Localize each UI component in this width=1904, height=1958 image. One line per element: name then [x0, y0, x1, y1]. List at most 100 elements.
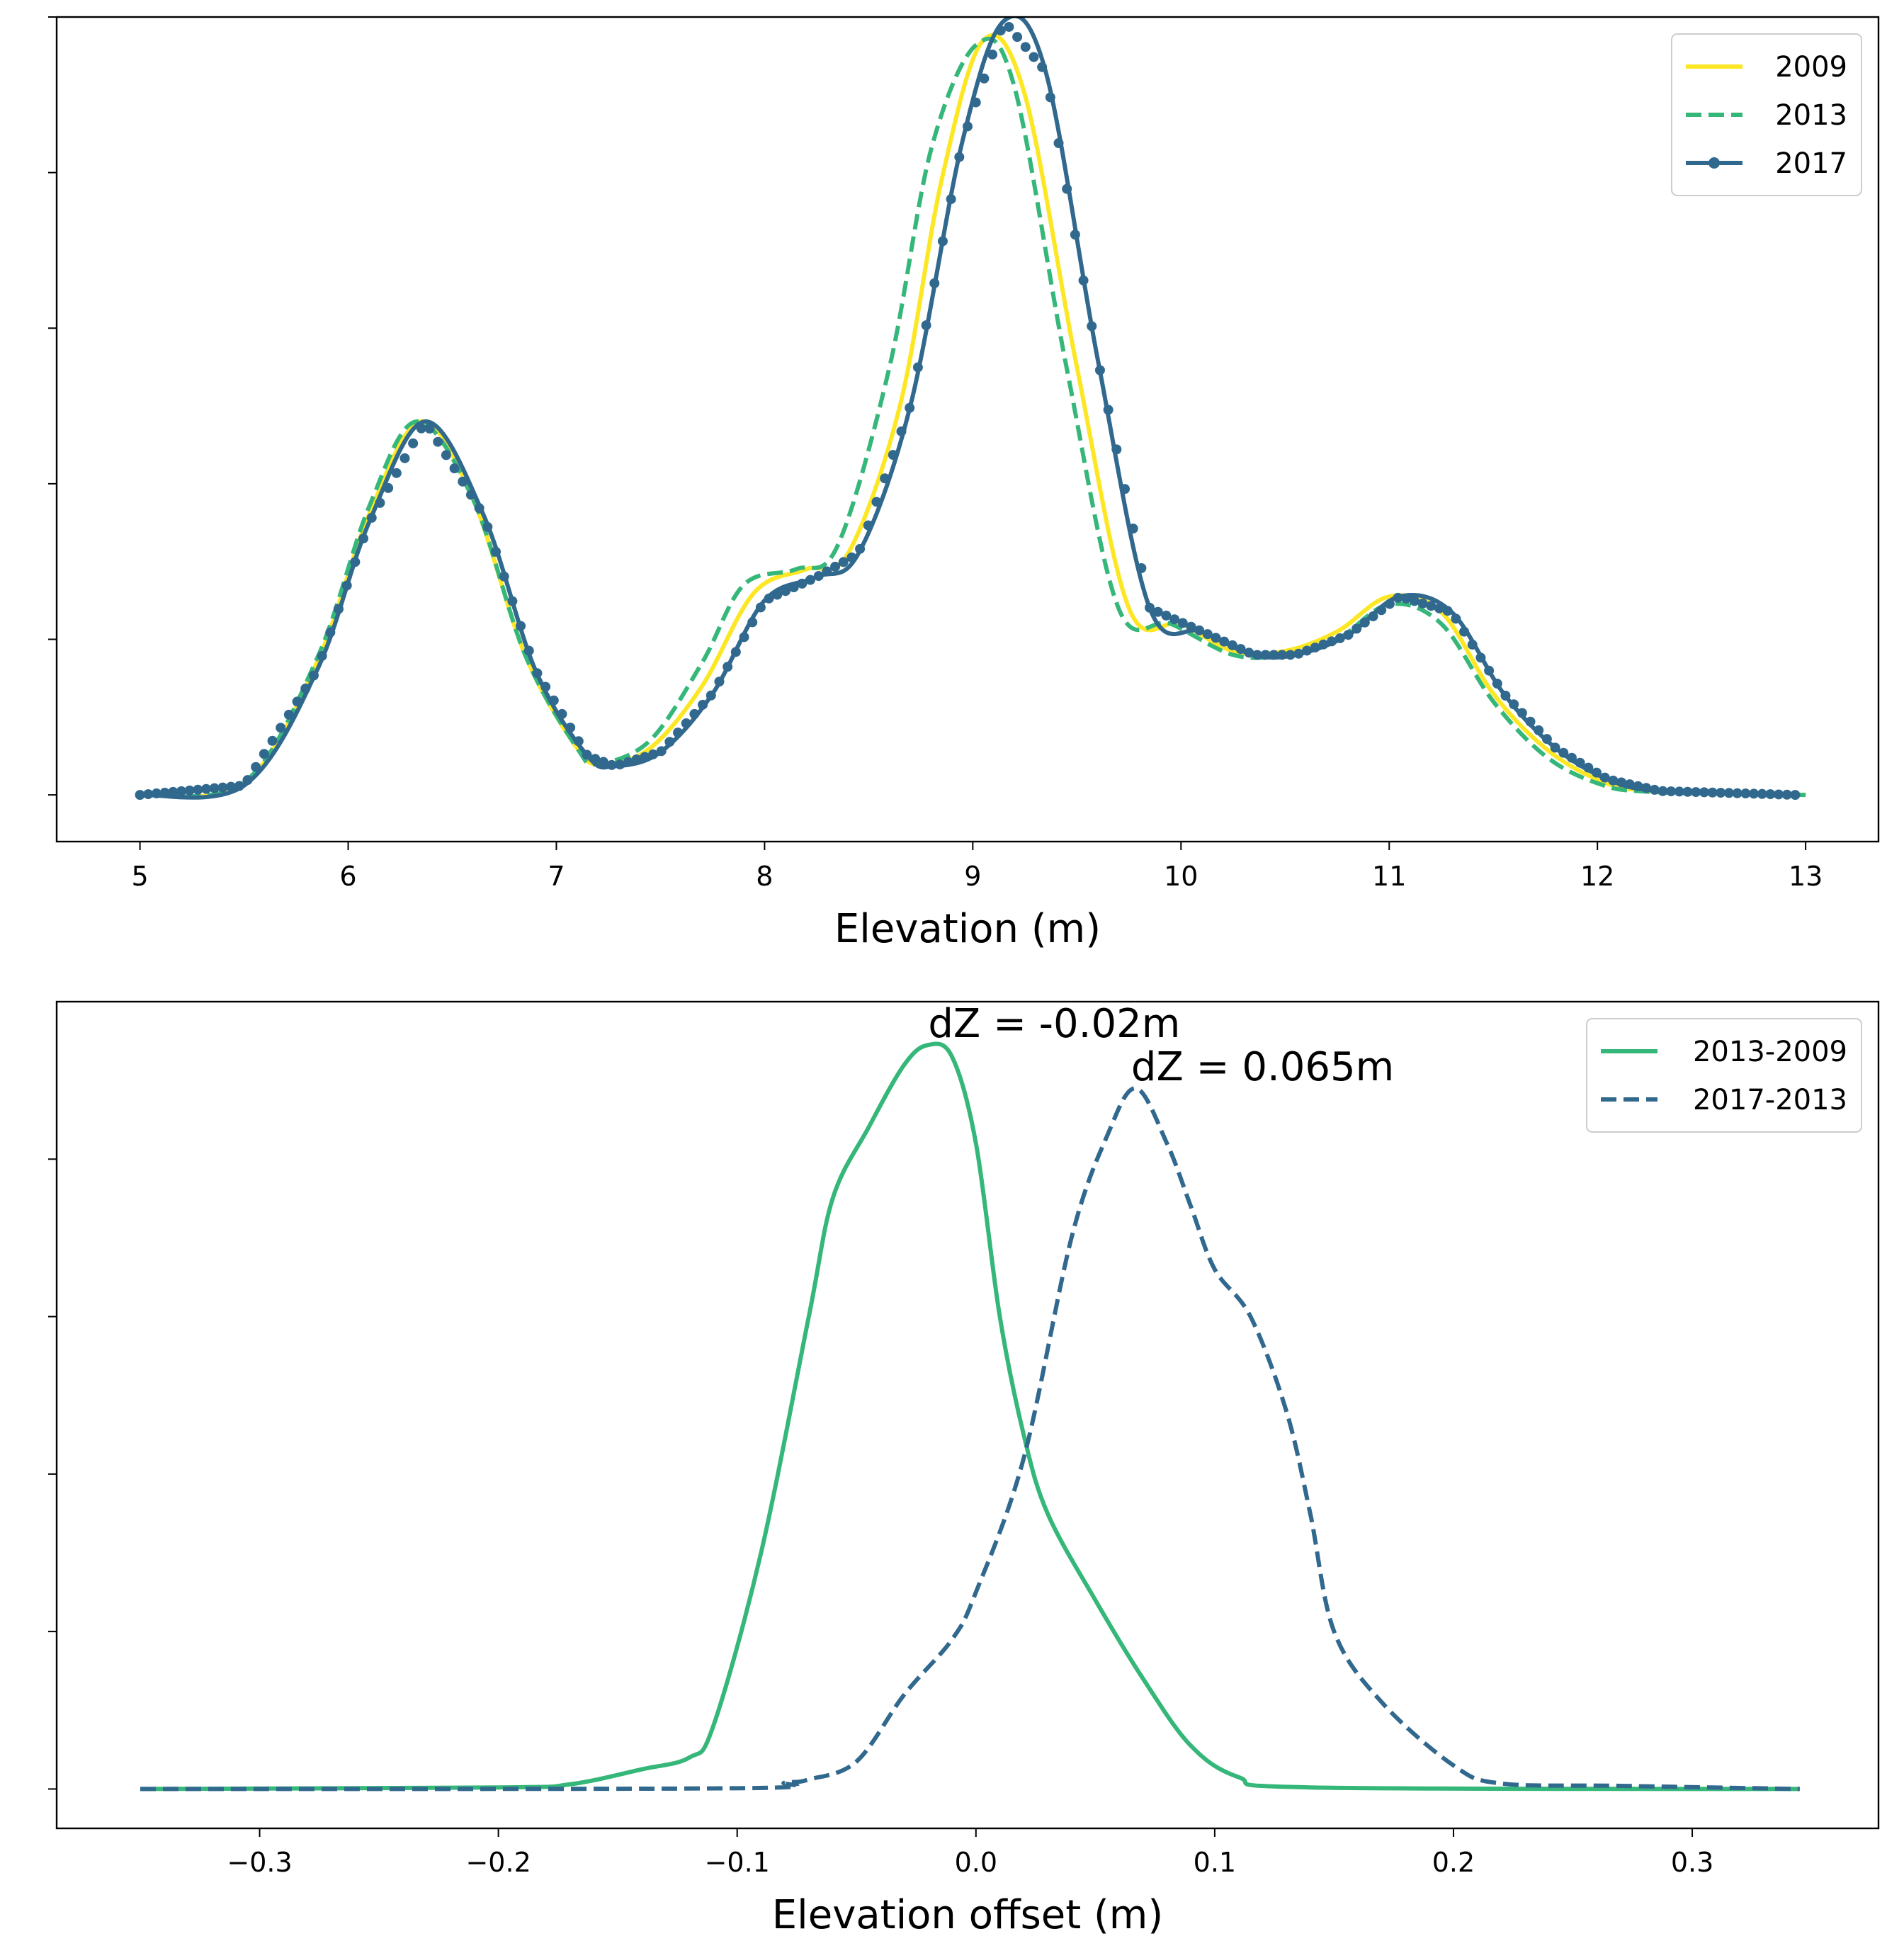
series-marker-2017: [979, 73, 990, 84]
series-marker-2017: [1550, 742, 1560, 753]
series-marker-2017: [341, 580, 352, 591]
series-line-2013: [140, 36, 1806, 799]
x-tick-label: 13: [1789, 861, 1823, 892]
series-marker-2017: [1186, 621, 1196, 632]
series-marker-2017: [1451, 613, 1461, 624]
series-marker-2017: [1327, 636, 1337, 647]
series-marker-2017: [606, 759, 617, 770]
series-marker-2017: [1426, 601, 1436, 611]
series-marker-2017: [1757, 788, 1767, 799]
x-tick-label: −0.1: [705, 1847, 770, 1878]
series-marker-2017: [598, 757, 608, 767]
series-marker-2017: [1616, 777, 1627, 788]
series-marker-2017: [1467, 640, 1478, 650]
series-marker-2017: [970, 97, 981, 108]
x-axis-label: Elevation offset (m): [772, 1892, 1163, 1938]
series-marker-2017: [1633, 781, 1643, 791]
legend-label: 2013: [1775, 99, 1847, 132]
series-marker-2017: [888, 450, 898, 460]
series-marker-2017: [333, 604, 344, 614]
series-marker-2017: [1293, 648, 1304, 659]
series-marker-2017: [1211, 633, 1221, 643]
x-tick-label: 11: [1372, 861, 1406, 892]
series-marker-2017: [1682, 786, 1693, 797]
series-marker-2017: [863, 520, 873, 531]
x-tick-label: 0.3: [1671, 1847, 1713, 1878]
series-marker-2017: [1723, 788, 1734, 798]
series-marker-2017: [590, 754, 601, 764]
series-marker-2017: [135, 790, 145, 800]
series-marker-2017: [987, 49, 998, 60]
series-marker-2017: [673, 728, 684, 738]
series-marker-2017: [822, 566, 832, 577]
series-line-2013-2009: [140, 1041, 1800, 1792]
series-marker-2017: [358, 533, 369, 544]
legend-box: [1586, 1018, 1862, 1133]
series-marker-2017: [184, 785, 195, 796]
series-marker-2017: [623, 757, 633, 767]
series-marker-2017: [805, 575, 815, 585]
series-marker-2017: [698, 699, 708, 710]
series-marker-2017: [1028, 52, 1039, 62]
series-marker-2017: [647, 749, 658, 759]
x-tick-label: 0.2: [1432, 1847, 1475, 1878]
series-marker-2017: [573, 736, 584, 747]
series-marker-2017: [201, 783, 212, 794]
series-marker-2017: [1500, 691, 1511, 701]
series-marker-2017: [615, 759, 625, 770]
annotation: dZ = -0.02m: [928, 1001, 1180, 1047]
annotation: dZ = 0.065m: [1131, 1044, 1394, 1090]
series-marker-2017: [1641, 783, 1652, 793]
series-marker-2017: [1558, 747, 1569, 758]
series-marker-2017: [1334, 633, 1345, 643]
series-marker-2017: [267, 735, 278, 746]
series-marker-2017: [259, 749, 269, 759]
series-marker-2017: [1235, 644, 1246, 655]
series-marker-2017: [921, 320, 931, 331]
series-marker-2017: [1509, 699, 1519, 710]
series-line-2017-2013: [140, 1086, 1800, 1792]
series-marker-2017: [764, 593, 774, 604]
series-marker-2017: [1087, 321, 1097, 332]
series-marker-2017: [1740, 788, 1751, 799]
series-marker-2017: [1177, 618, 1188, 628]
series-marker-2017: [217, 782, 228, 793]
series-marker-2017: [1691, 787, 1701, 798]
x-tick-label: −0.3: [227, 1847, 292, 1878]
series-marker-2017: [441, 450, 451, 460]
plot-frame: [55, 1000, 1880, 1830]
series-marker-2017: [540, 681, 551, 692]
series-marker-2017: [1277, 650, 1288, 660]
series-marker-2017: [400, 453, 410, 463]
series-marker-2017: [995, 26, 1006, 36]
series-marker-2017: [706, 690, 716, 701]
series-marker-2017: [1359, 617, 1370, 628]
series-marker-2017: [1674, 786, 1684, 797]
series-marker-2017: [714, 677, 725, 687]
series-marker-2017: [1534, 725, 1544, 735]
series-marker-2017: [937, 236, 948, 247]
series-marker-2017: [1765, 789, 1776, 800]
series-marker-2017: [1417, 598, 1428, 609]
series-marker-2017: [1111, 444, 1122, 455]
series-marker-2017: [276, 723, 286, 733]
series-marker-2017: [813, 571, 824, 582]
series-marker-2017: [681, 718, 691, 729]
series-marker-2017: [1774, 789, 1784, 800]
series-marker-2017: [490, 546, 501, 557]
series-marker-2017: [350, 557, 361, 567]
series-marker-2017: [1790, 790, 1801, 800]
series-marker-2017: [482, 521, 493, 532]
series-marker-2017: [722, 662, 733, 672]
series-marker-2017: [1194, 625, 1205, 635]
series-marker-2017: [159, 787, 170, 798]
series-marker-2017: [416, 423, 426, 434]
series-marker-2017: [1442, 606, 1453, 616]
x-tick-label: 10: [1164, 861, 1198, 892]
series-marker-2017: [963, 121, 973, 132]
series-marker-2017: [366, 512, 377, 523]
series-marker-2017: [226, 781, 237, 792]
series-marker-2017: [1260, 650, 1271, 660]
series-marker-2017: [474, 503, 484, 514]
series-marker-2017: [1393, 592, 1403, 603]
